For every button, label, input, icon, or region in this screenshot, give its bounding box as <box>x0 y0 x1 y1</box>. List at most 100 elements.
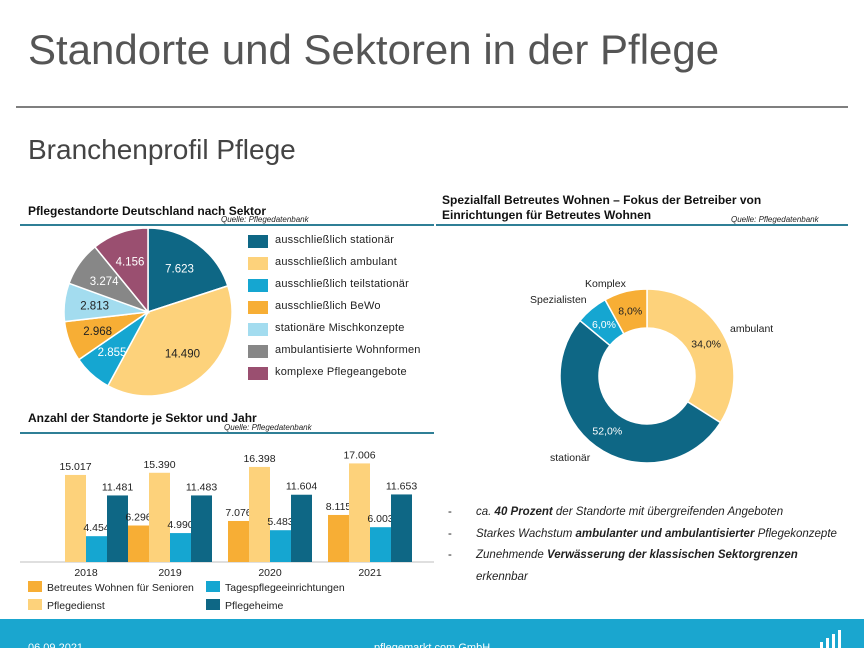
finding-item: - ca. 40 Prozent der Standorte mit übergr… <box>448 502 848 524</box>
pie-slice <box>106 284 233 397</box>
donut-segment <box>559 319 722 464</box>
legend-item-ambulant: ausschließlich ambulant <box>248 254 448 276</box>
x-tick-label: 2019 <box>158 567 182 579</box>
pie-chart-rule <box>20 224 434 226</box>
bar <box>391 494 412 562</box>
bar <box>86 536 107 562</box>
legend-label: ausschließlich teilstationär <box>275 278 409 290</box>
bar <box>149 472 170 562</box>
legend-label: ausschließlich BeWo <box>275 300 381 312</box>
pie-slice <box>147 227 229 314</box>
finding-text: Zunehmende <box>476 549 547 561</box>
page-subtitle: Branchenprofil Pflege <box>28 134 296 165</box>
bar <box>191 495 212 562</box>
bar-value-label: 15.017 <box>59 461 91 473</box>
pie-chart-title: Pflegestandorte Deutschland nach Sektor <box>28 204 267 218</box>
legend-label: Betreutes Wohnen für Senioren <box>47 582 194 594</box>
legend-swatch <box>28 581 42 592</box>
legend-swatch <box>248 301 268 314</box>
bar <box>107 495 128 562</box>
donut-chart-title: Spezialfall Betreutes Wohnen – Fokus der… <box>442 193 762 222</box>
bar-value-label: 4.990 <box>167 519 193 531</box>
donut-value-label: 34,0% <box>691 338 721 350</box>
bar-value-label: 15.390 <box>143 459 175 471</box>
finding-item: - Starkes Wachstum ambulanter und ambulan… <box>448 524 848 546</box>
bar-value-label: 7.076 <box>225 507 251 519</box>
donut-category-label: ambulant <box>730 323 773 335</box>
donut-chart-source: Quelle: Pflegedatenbank <box>731 215 819 224</box>
legend-item-stationaer: ausschließlich stationär <box>248 232 448 254</box>
page-title: Standorte und Sektoren in der Pflege <box>28 26 720 73</box>
finding-text: der Standorte mit übergreifenden Angebot… <box>552 506 784 518</box>
bar <box>328 514 349 562</box>
x-tick-label: 2020 <box>258 567 282 579</box>
donut-category-label: Komplex <box>585 278 627 290</box>
bullet-dash: - <box>448 506 452 518</box>
bar-value-label: 11.653 <box>386 480 417 492</box>
legend-swatch <box>28 599 42 610</box>
donut-category-label: Spezialisten <box>530 294 587 306</box>
bar-value-label: 16.398 <box>243 453 275 465</box>
bar-legend-item: Pflegeheime <box>206 599 283 612</box>
bar <box>270 530 291 562</box>
donut-segment <box>646 288 735 424</box>
bar <box>228 520 249 562</box>
footer-date: 06.09.2021 <box>28 642 84 654</box>
bar-value-label: 11.604 <box>286 481 317 493</box>
legend-item-bewo: ausschließlich BeWo <box>248 298 448 320</box>
legend-item-teilstationaer: ausschließlich teilstationär <box>248 276 448 298</box>
pie-slice-label: 14.490 <box>165 348 200 360</box>
legend-swatch <box>248 279 268 292</box>
pie-slice-label: 2.813 <box>80 301 109 313</box>
pie-chart-source: Quelle: Pflegedatenbank <box>221 215 309 224</box>
legend-swatch <box>206 581 220 592</box>
legend-swatch <box>248 367 268 380</box>
donut-category-label: stationär <box>550 452 591 464</box>
bar-value-label: 8.115 <box>326 501 352 513</box>
title-divider <box>16 106 848 108</box>
logo-bars-icon <box>820 630 841 648</box>
legend-item-wohnformen: ambulantisierte Wohnformen <box>248 342 448 364</box>
finding-item: - Zunehmende Verwässerung der klassischen… <box>448 545 848 588</box>
finding-emphasis: Verwässerung der klassischen Sektorgrenz… <box>546 549 798 561</box>
x-tick-label: 2018 <box>74 567 98 579</box>
donut-chart-rule <box>436 224 848 226</box>
finding-text: ca. <box>476 506 495 518</box>
x-tick-label: 2021 <box>358 567 382 579</box>
legend-label: Pflegedienst <box>47 600 105 612</box>
legend-swatch <box>248 235 268 248</box>
pie-slice-label: 7.623 <box>165 263 194 275</box>
legend-label: komplexe Pflegeangebote <box>275 366 407 378</box>
bar <box>370 527 391 562</box>
bar <box>128 525 149 562</box>
bar-value-label: 11.483 <box>186 481 217 493</box>
pie-slice-label: 2.968 <box>83 326 112 338</box>
legend-label: Tagespflegeeinrichtungen <box>225 582 345 594</box>
legend-label: stationäre Mischkonzepte <box>275 322 405 334</box>
pie-slice-label: 2.855 <box>98 347 127 359</box>
donut-segment <box>604 288 648 335</box>
sector-pie-chart: 7.623 14.490 2.855 2.968 2.813 3.274 4.156 <box>63 227 233 397</box>
bar <box>65 474 86 562</box>
legend-swatch <box>248 345 268 358</box>
bar <box>249 466 270 562</box>
donut-value-label: 52,0% <box>592 426 622 438</box>
legend-label: ausschließlich ambulant <box>275 256 397 268</box>
finding-emphasis: ambulanter und ambulantisierter <box>575 527 755 540</box>
bar-legend-item: Betreutes Wohnen für Senioren <box>28 581 194 594</box>
legend-item-mischkonzepte: stationäre Mischkonzepte <box>248 320 448 342</box>
bar-value-label: 11.481 <box>102 481 133 493</box>
bar-chart-rule <box>20 432 434 434</box>
footer-bar <box>0 619 864 648</box>
key-findings-list: - ca. 40 Prozent der Standorte mit übergr… <box>448 502 848 588</box>
pie-slice-label: 4.156 <box>116 256 145 268</box>
finding-text: erkennbar <box>476 570 528 583</box>
footer-company: pflegemarkt.com GmbH <box>374 642 491 654</box>
pie-slice-label: 3.274 <box>90 276 119 288</box>
finding-emphasis: 40 Prozent <box>494 506 553 518</box>
bullet-dash: - <box>448 549 452 561</box>
bar-legend-item: Pflegedienst <box>28 599 105 612</box>
pie-legend: ausschließlich stationär ausschließlich … <box>248 232 448 386</box>
bar <box>291 494 312 562</box>
finding-text: Starkes Wachstum <box>476 527 576 540</box>
